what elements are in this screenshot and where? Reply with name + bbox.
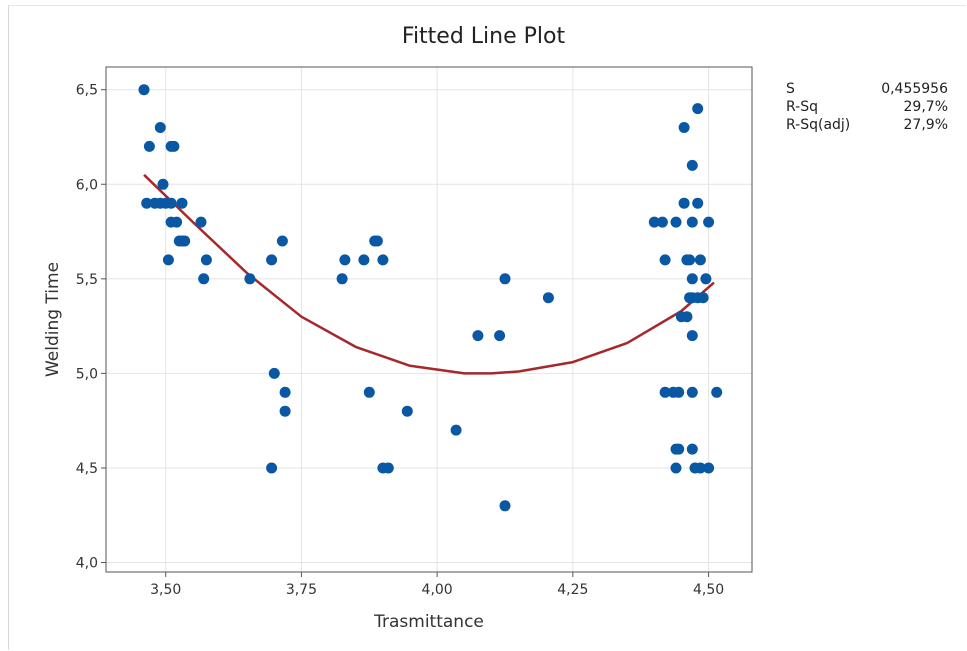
data-point: [171, 216, 183, 228]
stat-label: R-Sq: [786, 99, 818, 115]
y-tick-label: 6,0: [76, 177, 98, 193]
data-point: [542, 292, 554, 304]
data-point: [694, 254, 706, 266]
data-point: [494, 330, 506, 342]
data-point: [681, 311, 693, 323]
data-point: [358, 254, 370, 266]
data-point: [703, 216, 715, 228]
data-point: [138, 84, 150, 96]
stat-label: S: [786, 81, 795, 97]
data-point: [686, 216, 698, 228]
data-point: [162, 254, 174, 266]
y-tick-label: 5,5: [76, 272, 98, 288]
data-point: [648, 216, 660, 228]
data-point: [659, 386, 671, 398]
x-tick-label: 4,25: [557, 582, 588, 598]
axis-ticks: 3,50 3,75 4,00 4,25 4,50 4,0 4,5 5,0 5,5 6,0 6,5: [76, 83, 724, 598]
grid-lines: [106, 67, 752, 572]
data-point: [499, 273, 511, 285]
data-point: [684, 254, 696, 266]
data-point: [195, 216, 207, 228]
data-point: [450, 424, 462, 436]
data-point: [336, 273, 348, 285]
data-point: [670, 462, 682, 474]
data-point: [200, 254, 212, 266]
stat-label: R-Sq(adj): [786, 117, 851, 133]
data-point: [711, 386, 723, 398]
data-point: [678, 197, 690, 209]
data-point: [659, 254, 671, 266]
x-tick-label: 3,75: [286, 582, 317, 598]
stat-value: 29,7%: [903, 99, 948, 115]
stat-value: 27,9%: [903, 117, 948, 133]
x-tick-label: 4,00: [422, 582, 453, 598]
data-point: [697, 292, 709, 304]
data-point: [703, 462, 715, 474]
data-point: [673, 443, 685, 455]
data-point: [686, 159, 698, 171]
data-point: [700, 273, 712, 285]
data-point: [686, 443, 698, 455]
data-point: [165, 197, 177, 209]
data-points: [138, 84, 723, 512]
data-point: [168, 140, 180, 152]
data-point: [499, 500, 511, 512]
data-point: [670, 216, 682, 228]
x-tick-label: 3,50: [150, 582, 181, 598]
x-tick-label: 4,50: [693, 582, 724, 598]
stat-row-rsq-adj: R-Sq(adj) 27,9%: [786, 116, 948, 134]
x-axis-title: Trasmittance: [373, 612, 484, 632]
y-axis-title: Welding Time: [43, 262, 63, 377]
data-point: [176, 197, 188, 209]
fitted-line: [143, 173, 715, 375]
data-point: [198, 273, 210, 285]
data-point: [656, 216, 668, 228]
data-point: [673, 386, 685, 398]
data-point: [472, 330, 484, 342]
data-point: [266, 254, 278, 266]
y-tick-label: 4,0: [76, 556, 98, 572]
data-point: [678, 122, 690, 133]
data-point: [154, 122, 166, 133]
data-point: [268, 367, 280, 379]
chart-title: Fitted Line Plot: [401, 24, 566, 49]
data-point: [141, 197, 153, 209]
data-point: [279, 405, 291, 417]
stat-row-rsq: R-Sq 29,7%: [786, 98, 948, 116]
data-point: [382, 462, 394, 474]
data-point: [339, 254, 351, 266]
data-point: [686, 330, 698, 342]
data-point: [143, 140, 155, 152]
data-point: [692, 103, 704, 115]
data-point: [179, 235, 191, 247]
data-point: [371, 235, 383, 247]
data-point: [157, 178, 169, 190]
data-point: [266, 462, 278, 474]
y-tick-label: 4,5: [76, 461, 98, 477]
y-tick-label: 6,5: [76, 83, 98, 99]
data-point: [686, 386, 698, 398]
regression-stats: S 0,455956 R-Sq 29,7% R-Sq(adj) 27,9%: [786, 80, 948, 134]
figure-frame: [8, 5, 966, 650]
y-tick-label: 5,0: [76, 366, 98, 382]
data-point: [279, 386, 291, 398]
stat-value: 0,455956: [881, 81, 948, 97]
data-point: [692, 197, 704, 209]
plot-area-border: [105, 66, 753, 573]
data-point: [694, 462, 706, 474]
data-point: [276, 235, 288, 247]
data-point: [377, 254, 389, 266]
data-point: [363, 386, 375, 398]
data-point: [401, 405, 413, 417]
data-point: [686, 273, 698, 285]
stat-row-s: S 0,455956: [786, 80, 948, 98]
data-point: [244, 273, 256, 285]
